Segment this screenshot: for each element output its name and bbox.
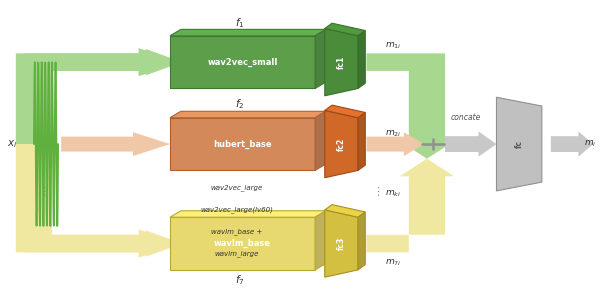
FancyArrow shape	[315, 132, 348, 156]
Polygon shape	[16, 49, 182, 144]
Polygon shape	[325, 205, 365, 217]
Text: fc2: fc2	[337, 138, 346, 151]
FancyArrow shape	[445, 131, 496, 157]
Polygon shape	[367, 54, 454, 159]
Polygon shape	[325, 23, 365, 36]
Text: wav2vec_small: wav2vec_small	[207, 58, 278, 67]
Polygon shape	[315, 211, 326, 270]
Text: $f_7$: $f_7$	[235, 273, 244, 287]
Polygon shape	[170, 211, 326, 217]
Text: ⋯: ⋯	[39, 184, 49, 195]
Polygon shape	[358, 31, 365, 88]
Text: ⋯: ⋯	[373, 184, 384, 195]
Text: $m_i$: $m_i$	[584, 139, 596, 149]
Text: $m_{2i}$: $m_{2i}$	[385, 128, 401, 139]
Text: $m_{7i}$: $m_{7i}$	[385, 257, 401, 268]
FancyArrow shape	[25, 48, 182, 76]
Text: wavlm_base: wavlm_base	[214, 239, 271, 248]
Polygon shape	[315, 29, 326, 88]
FancyArrow shape	[551, 131, 593, 157]
Text: wavlm_large: wavlm_large	[215, 250, 259, 257]
Polygon shape	[496, 97, 542, 191]
Text: $f_2$: $f_2$	[235, 98, 244, 111]
FancyArrow shape	[367, 132, 424, 156]
Polygon shape	[358, 113, 365, 171]
Bar	[170, 118, 315, 171]
Text: $x_i$: $x_i$	[7, 138, 17, 150]
Bar	[170, 36, 315, 88]
Text: hubert_base: hubert_base	[213, 140, 272, 149]
Text: concate: concate	[451, 113, 481, 122]
Text: $m_{ki}$: $m_{ki}$	[385, 188, 401, 199]
Polygon shape	[367, 159, 454, 252]
Polygon shape	[170, 111, 326, 118]
Text: wav2vec_large(lv60): wav2vec_large(lv60)	[200, 207, 273, 213]
Text: fc3: fc3	[337, 237, 346, 250]
Text: fc: fc	[514, 140, 524, 148]
Polygon shape	[170, 29, 326, 36]
Bar	[170, 217, 315, 270]
Text: fc1: fc1	[337, 56, 346, 69]
Polygon shape	[325, 111, 358, 178]
Polygon shape	[325, 210, 358, 277]
Text: wav2vec_large: wav2vec_large	[210, 185, 262, 191]
Polygon shape	[325, 29, 358, 96]
FancyArrow shape	[25, 230, 182, 258]
Text: $f_1$: $f_1$	[235, 16, 244, 29]
FancyArrow shape	[61, 132, 170, 156]
Text: wavlm_base +: wavlm_base +	[211, 228, 262, 235]
Polygon shape	[325, 105, 365, 118]
FancyArrow shape	[315, 230, 348, 258]
Polygon shape	[358, 212, 365, 270]
FancyArrow shape	[315, 48, 348, 76]
Polygon shape	[16, 144, 182, 257]
Polygon shape	[315, 111, 326, 171]
Text: $m_{1i}$: $m_{1i}$	[385, 41, 401, 51]
